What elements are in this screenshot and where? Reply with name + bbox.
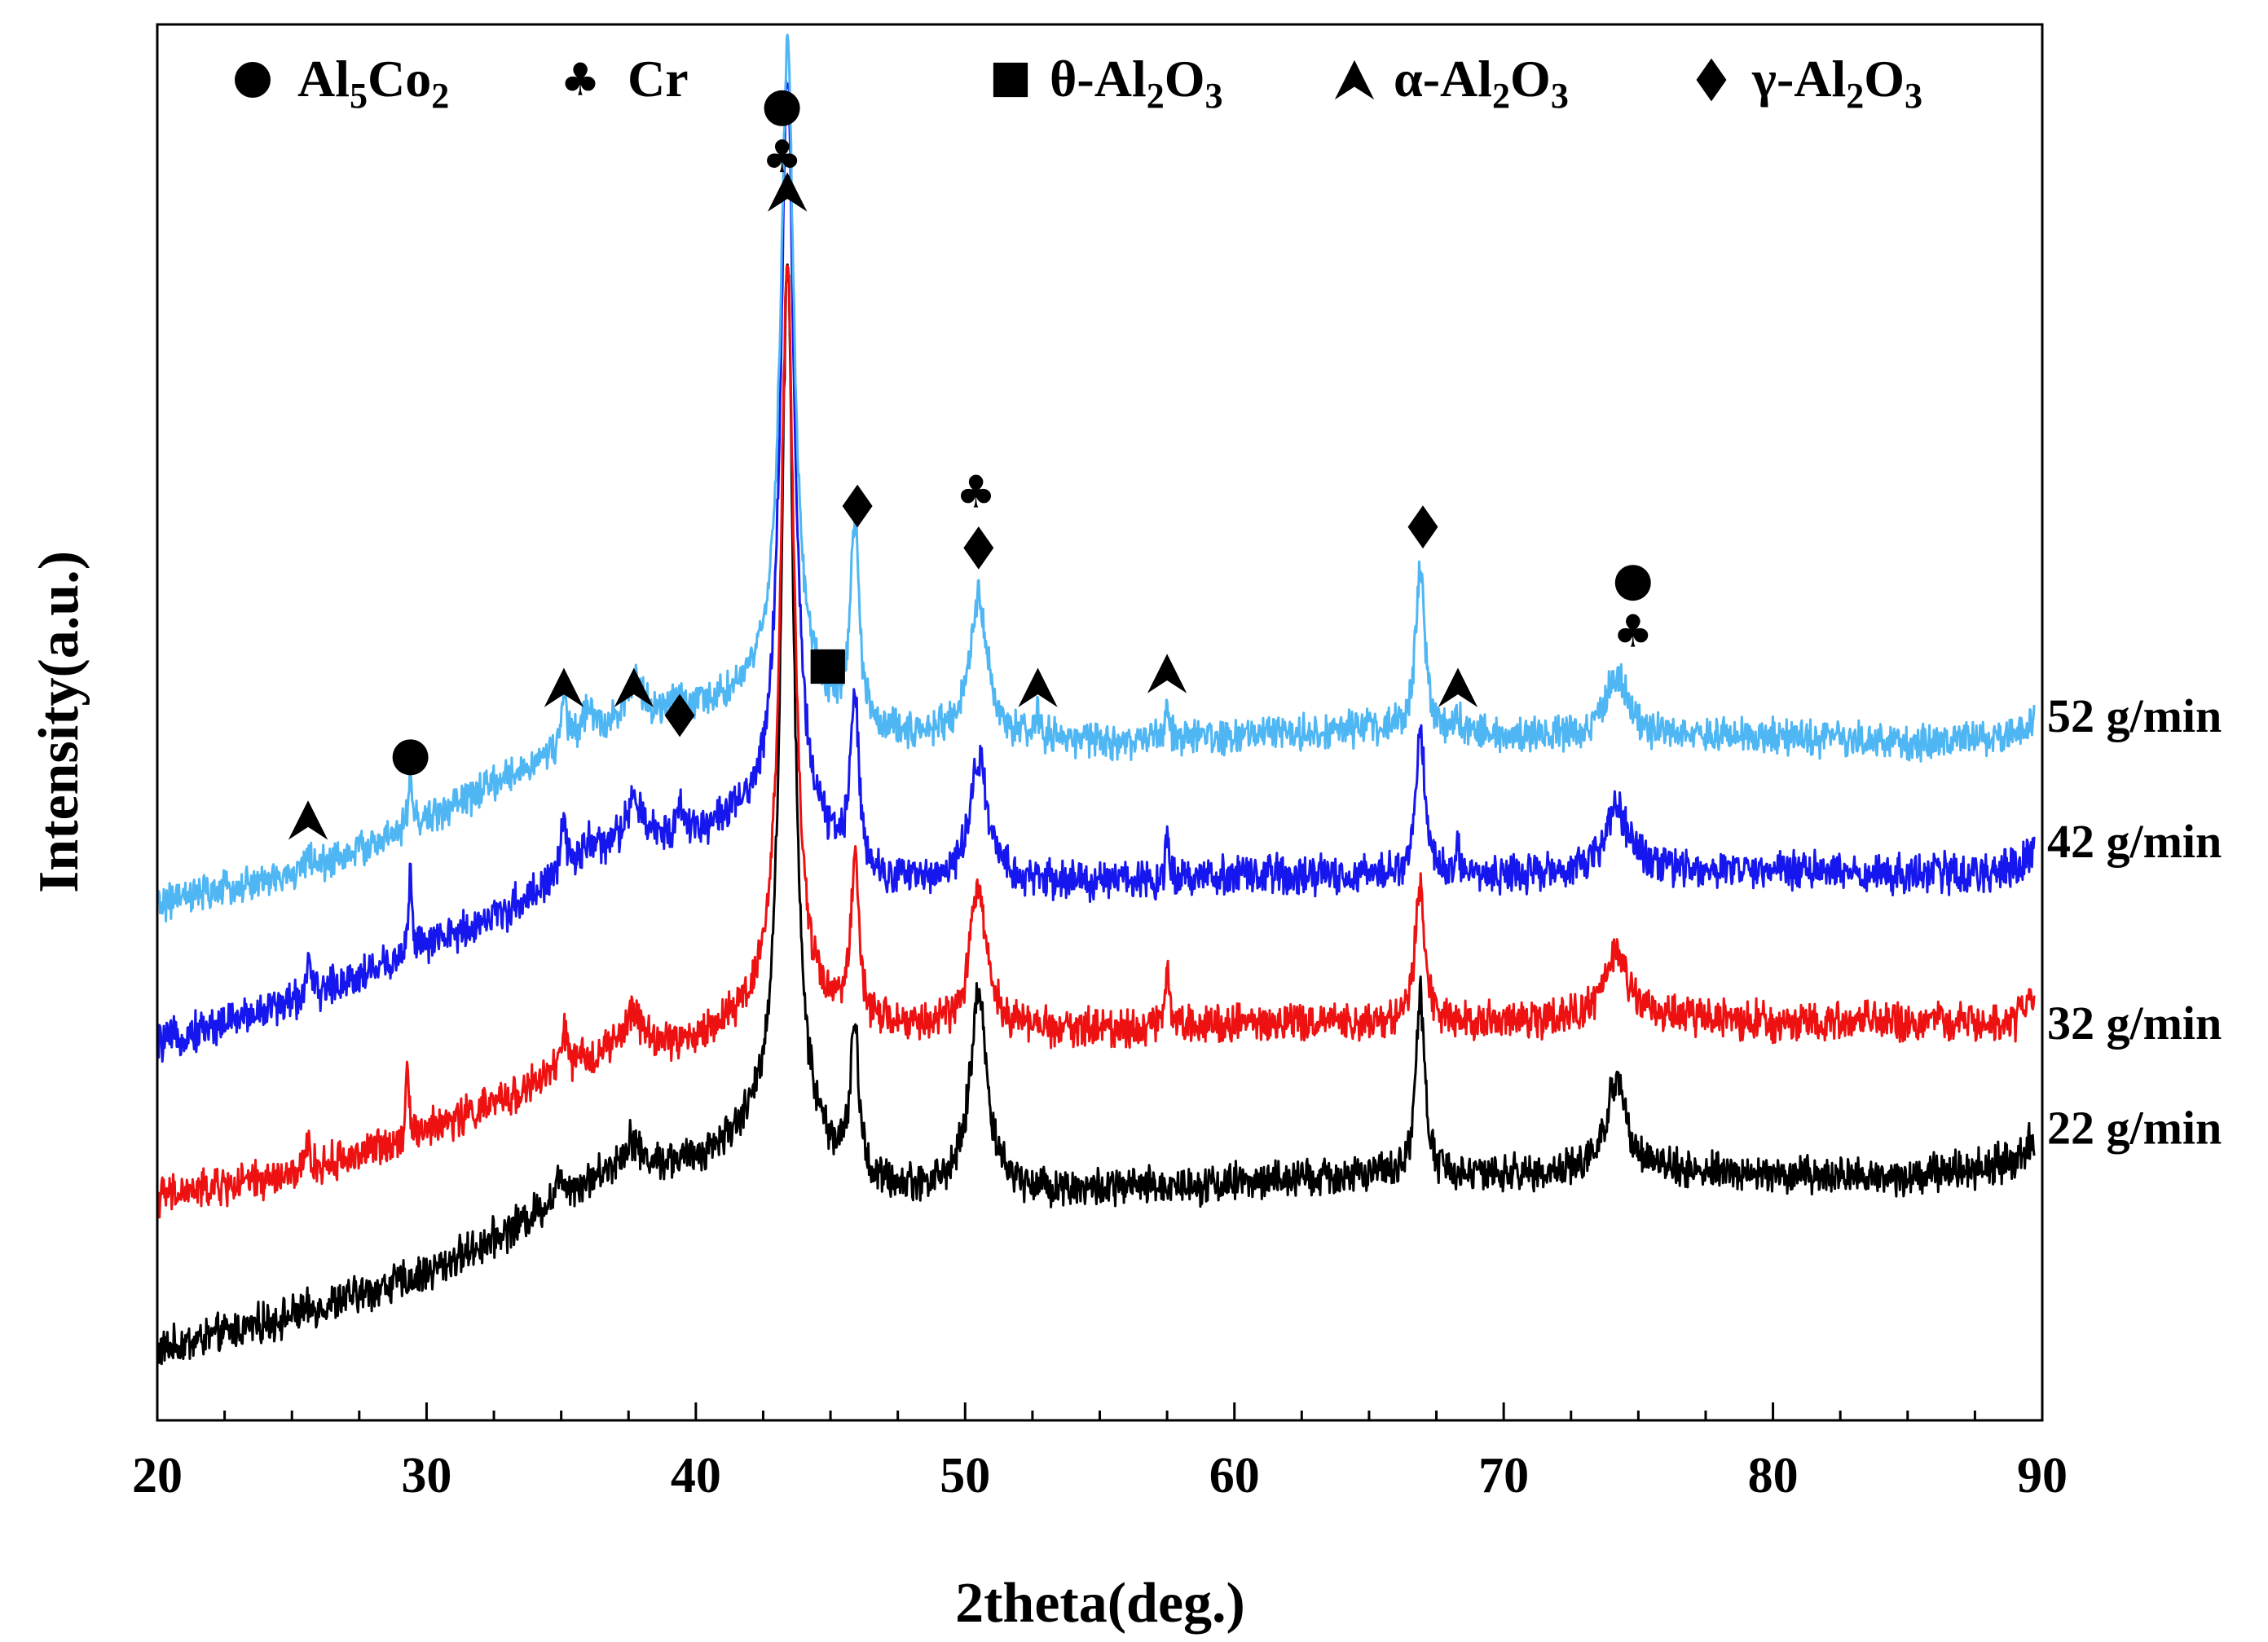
- arrowhead-marker-icon: [544, 667, 584, 707]
- diamond-marker-icon: [963, 526, 994, 570]
- arrowhead-marker-icon: [768, 172, 808, 212]
- svg-text:♣: ♣: [762, 130, 802, 183]
- legend: Al5Co2 ♣ Cr θ-Al2O3 α-Al2O3 γ-Al2O3: [235, 50, 1922, 116]
- club-marker-icon: ♣: [956, 465, 996, 517]
- circle-marker-icon: [392, 739, 429, 776]
- legend-label: α-Al2O3: [1394, 50, 1569, 116]
- legend-item-theta-al2o3: θ-Al2O3: [993, 50, 1223, 116]
- peak-annotations: ♣ ♣ ♣: [288, 90, 1653, 840]
- x-tick-label: 60: [1209, 1448, 1260, 1503]
- svg-text:♣: ♣: [1613, 605, 1653, 658]
- series-label-52-g-min: 52 g/min: [2047, 689, 2222, 742]
- diamond-legend-icon: [1696, 58, 1727, 102]
- svg-text:♣: ♣: [956, 465, 996, 517]
- arrowhead-marker-icon: [1438, 667, 1478, 707]
- x-tick-label: 90: [2017, 1448, 2068, 1503]
- legend-label: γ-Al2O3: [1751, 50, 1922, 116]
- series-line-32-g-min: [156, 264, 2036, 1219]
- x-tick-label: 80: [1748, 1448, 1799, 1503]
- arrowhead-marker-icon: [1018, 667, 1058, 707]
- series-line-52-g-min: [156, 33, 2036, 922]
- x-axis-ticks: 20 30 40 50 60 70 80 90: [132, 1402, 2068, 1503]
- circle-legend-icon: [235, 62, 271, 98]
- diamond-marker-icon: [842, 484, 873, 528]
- x-axis-title: 2theta(deg.): [955, 1572, 1245, 1635]
- club-legend-icon: ♣: [560, 53, 600, 105]
- diamond-marker-icon: [1407, 505, 1438, 549]
- series-label-22-g-min: 22 g/min: [2047, 1101, 2222, 1154]
- series-labels: 52 g/min 42 g/min 32 g/min 22 g/min: [2047, 689, 2222, 1154]
- square-legend-icon: [993, 62, 1028, 98]
- club-marker-icon: ♣: [1613, 605, 1653, 658]
- plot-lines: [156, 33, 2036, 1366]
- club-marker-icon: ♣: [762, 130, 802, 183]
- circle-marker-icon: [1614, 565, 1651, 601]
- y-axis-title: Intensity(a.u.): [28, 551, 90, 893]
- legend-item-alpha-al2o3: α-Al2O3: [1334, 50, 1569, 116]
- x-tick-label: 40: [671, 1448, 721, 1503]
- arrowhead-marker-icon: [288, 800, 328, 840]
- series-line-22-g-min: [156, 263, 2036, 1366]
- x-tick-label: 70: [1478, 1448, 1529, 1503]
- arrowhead-marker-icon: [614, 667, 654, 707]
- circle-marker-icon: [764, 90, 800, 126]
- legend-item-gamma-al2o3: γ-Al2O3: [1696, 50, 1922, 116]
- legend-item-al5co2: Al5Co2: [235, 50, 449, 116]
- legend-label: θ-Al2O3: [1050, 50, 1223, 116]
- series-line-42-g-min: [156, 79, 2036, 1063]
- x-tick-label: 20: [132, 1448, 183, 1503]
- legend-label: Cr: [628, 50, 689, 108]
- square-marker-icon: [810, 649, 845, 685]
- svg-text:♣: ♣: [560, 53, 600, 105]
- series-label-32-g-min: 32 g/min: [2047, 997, 2222, 1050]
- diamond-marker-icon: [664, 693, 695, 737]
- arrowhead-legend-icon: [1334, 59, 1375, 100]
- legend-label: Al5Co2: [297, 50, 449, 116]
- legend-item-cr: ♣ Cr: [560, 50, 688, 108]
- x-tick-label: 50: [940, 1448, 990, 1503]
- series-label-42-g-min: 42 g/min: [2047, 815, 2222, 868]
- arrowhead-marker-icon: [1147, 654, 1187, 693]
- x-tick-label: 30: [401, 1448, 451, 1503]
